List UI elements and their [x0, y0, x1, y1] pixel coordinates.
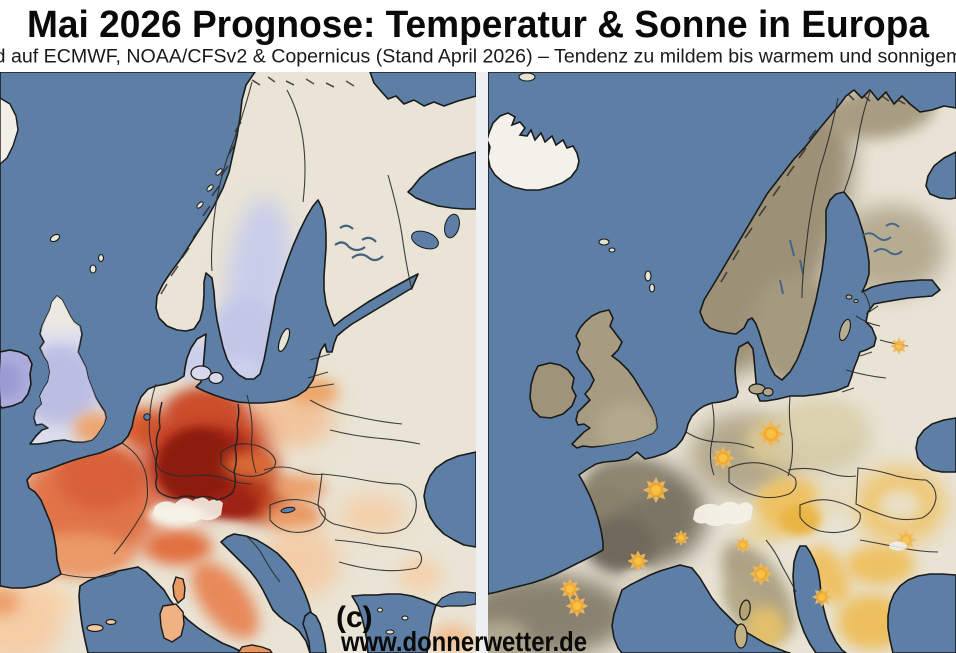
svg-text:Basierend auf ECMWF, NOAA/CFSv: Basierend auf ECMWF, NOAA/CFSv2 & Copern…	[0, 46, 956, 68]
svg-text:www.donnerwetter.de: www.donnerwetter.de	[340, 626, 587, 653]
svg-text:Mai 2026 Prognose: Temperatur: Mai 2026 Prognose: Temperatur & Sonne in…	[27, 4, 930, 46]
svg-text:(c): (c)	[336, 601, 373, 634]
